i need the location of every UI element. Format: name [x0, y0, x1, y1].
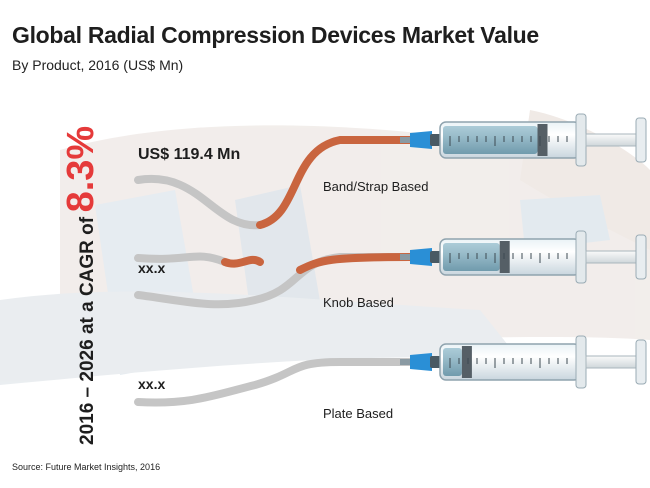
cagr-callout: 2016 – 2026 at a CAGR of 8.3% [60, 126, 103, 445]
syringe-hub [410, 131, 432, 149]
tube-plate [134, 358, 414, 407]
syringe-plunger-thumb [635, 234, 647, 280]
arm-photo-background [0, 110, 650, 385]
chart-title: Global Radial Compression Devices Market… [12, 22, 539, 48]
category-label-band-strap: Band/Strap Based [323, 179, 429, 194]
syringe-knob [400, 230, 647, 284]
value-label-plate: xx.x [138, 376, 166, 392]
syringe-plate [400, 335, 647, 389]
syringe-band-strap [400, 113, 647, 167]
syringe-flange [575, 335, 587, 389]
syringe-plunger-thumb [635, 339, 647, 385]
category-label-plate: Plate Based [323, 406, 394, 421]
syringe-stopper [537, 124, 548, 156]
syringe-plunger-thumb [635, 117, 647, 163]
tube-band-strap [134, 136, 414, 230]
syringe-tip [430, 251, 442, 263]
syringe-fluid [443, 348, 462, 376]
syringe-needle [400, 254, 418, 260]
syringe-fluid [443, 243, 500, 271]
value-label-knob: xx.x [138, 260, 166, 276]
syringe-plunger-rod [585, 355, 637, 369]
syringe-plunger-rod [585, 250, 637, 264]
syringe-fluid [443, 126, 538, 154]
source-note: Source: Future Market Insights, 2016 [12, 462, 161, 472]
syringe-tip [430, 134, 442, 146]
tube-knob [134, 252, 414, 309]
syringe-stopper [499, 241, 510, 273]
syringe-needle [400, 359, 418, 365]
chart-subtitle: By Product, 2016 (US$ Mn) [12, 57, 184, 73]
value-label-band-strap: US$ 119.4 Mn [138, 146, 241, 163]
cagr-value: 8.3% [60, 125, 102, 213]
syringe-hub [410, 248, 432, 266]
syringe-needle [400, 137, 418, 143]
cagr-label: 2016 – 2026 at a CAGR of [77, 216, 98, 445]
syringe-plunger-rod [585, 133, 637, 147]
syringe-stopper [461, 346, 472, 378]
syringe-flange [575, 230, 587, 284]
syringe-hub [410, 353, 432, 371]
syringe-tip [430, 356, 442, 368]
category-label-knob: Knob Based [323, 295, 394, 310]
syringe-flange [575, 113, 587, 167]
